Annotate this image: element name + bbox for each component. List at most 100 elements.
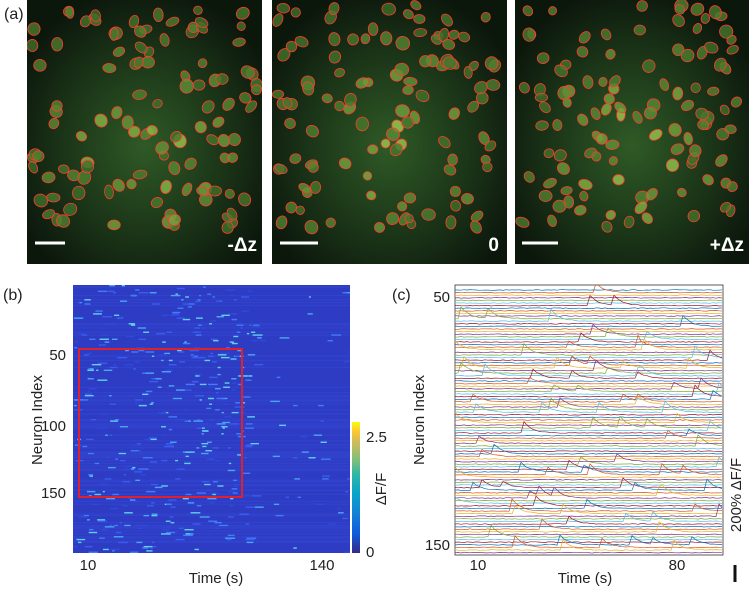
cell [367, 22, 379, 36]
heat-spot [84, 545, 93, 548]
cell [695, 107, 709, 121]
heat-spot [201, 452, 209, 455]
heat-spot [182, 303, 191, 305]
heat-spot [115, 531, 122, 534]
heat-spot [231, 342, 238, 345]
heat-row [73, 483, 350, 486]
cell [438, 136, 451, 149]
heat-spot [94, 493, 102, 496]
trace [455, 498, 723, 512]
trace [455, 377, 723, 390]
cell [360, 33, 371, 45]
trace [455, 415, 723, 429]
heat-spot [175, 389, 186, 391]
cell [720, 201, 732, 213]
cell [272, 13, 284, 27]
trace [455, 498, 723, 510]
heat-spot [212, 296, 216, 298]
cell [438, 27, 450, 42]
heat-row [73, 386, 350, 388]
cell [395, 104, 410, 118]
heat-spot [242, 366, 245, 369]
heat-row [73, 465, 350, 467]
heat-spot [94, 462, 100, 465]
heat-spot [216, 397, 225, 400]
heat-spot [138, 468, 149, 470]
heat-spot [308, 296, 311, 298]
cell [536, 52, 550, 64]
heat-spot [138, 292, 149, 294]
heat-spot [151, 545, 157, 548]
cell [543, 177, 557, 189]
heat-spot [176, 287, 185, 290]
trace [455, 395, 723, 406]
cell-group [27, 5, 262, 234]
cell [290, 7, 301, 18]
heat-spot [145, 351, 155, 353]
cell [522, 27, 536, 42]
trace [455, 390, 723, 400]
cell [381, 2, 396, 16]
cell [146, 124, 158, 136]
trace [455, 327, 722, 338]
cell [63, 202, 78, 216]
heat-spot [149, 403, 153, 405]
heat-spot [88, 495, 92, 497]
cell [395, 35, 411, 51]
trace [455, 456, 723, 468]
cell [458, 31, 471, 43]
trace [455, 384, 723, 398]
heat-spot [184, 341, 187, 343]
cell [702, 174, 714, 186]
heat-spot [125, 349, 129, 352]
heat-spot [123, 468, 129, 470]
heat-spot [129, 551, 139, 553]
cell [285, 201, 298, 214]
cell [448, 29, 460, 40]
cell [539, 101, 551, 114]
heat-spot [232, 492, 238, 494]
heat-spot [245, 538, 255, 541]
image-label: 0 [488, 235, 499, 256]
cell [334, 100, 345, 112]
cell [72, 185, 86, 201]
x-tick-label: 140 [309, 557, 334, 574]
heat-spot [273, 503, 280, 506]
heat-spot [77, 332, 86, 335]
heat-spot [143, 514, 149, 517]
heat-spot [202, 286, 206, 288]
cell [605, 209, 616, 221]
cell [274, 163, 288, 174]
cell [445, 215, 457, 230]
heat-row [73, 434, 350, 436]
heat-spot [97, 427, 107, 429]
cell [75, 131, 88, 142]
heat-spot [196, 427, 205, 429]
heat-spot [123, 474, 126, 476]
trace [455, 424, 723, 426]
heat-spot [194, 395, 204, 397]
heat-spot [229, 505, 234, 507]
heat-row [73, 366, 350, 369]
heat-spot [150, 438, 157, 441]
heat-spot [141, 547, 149, 549]
cell [591, 151, 602, 162]
heat-spot [236, 324, 244, 326]
cell [80, 159, 95, 174]
heat-spot [176, 317, 185, 319]
heat-spot [156, 332, 161, 335]
trace [455, 450, 723, 452]
heat-spot [347, 478, 350, 480]
heat-spot [226, 347, 230, 349]
heat-spot [165, 531, 176, 534]
heat-spot [202, 445, 207, 448]
cell [184, 157, 197, 170]
heat-spot [146, 490, 156, 493]
cell [126, 178, 137, 190]
y-tick-label: 50 [433, 289, 450, 306]
cell [552, 199, 567, 213]
highlight-box [78, 348, 243, 498]
cell [28, 161, 39, 174]
cell [687, 209, 701, 223]
heat-spot [257, 337, 262, 339]
